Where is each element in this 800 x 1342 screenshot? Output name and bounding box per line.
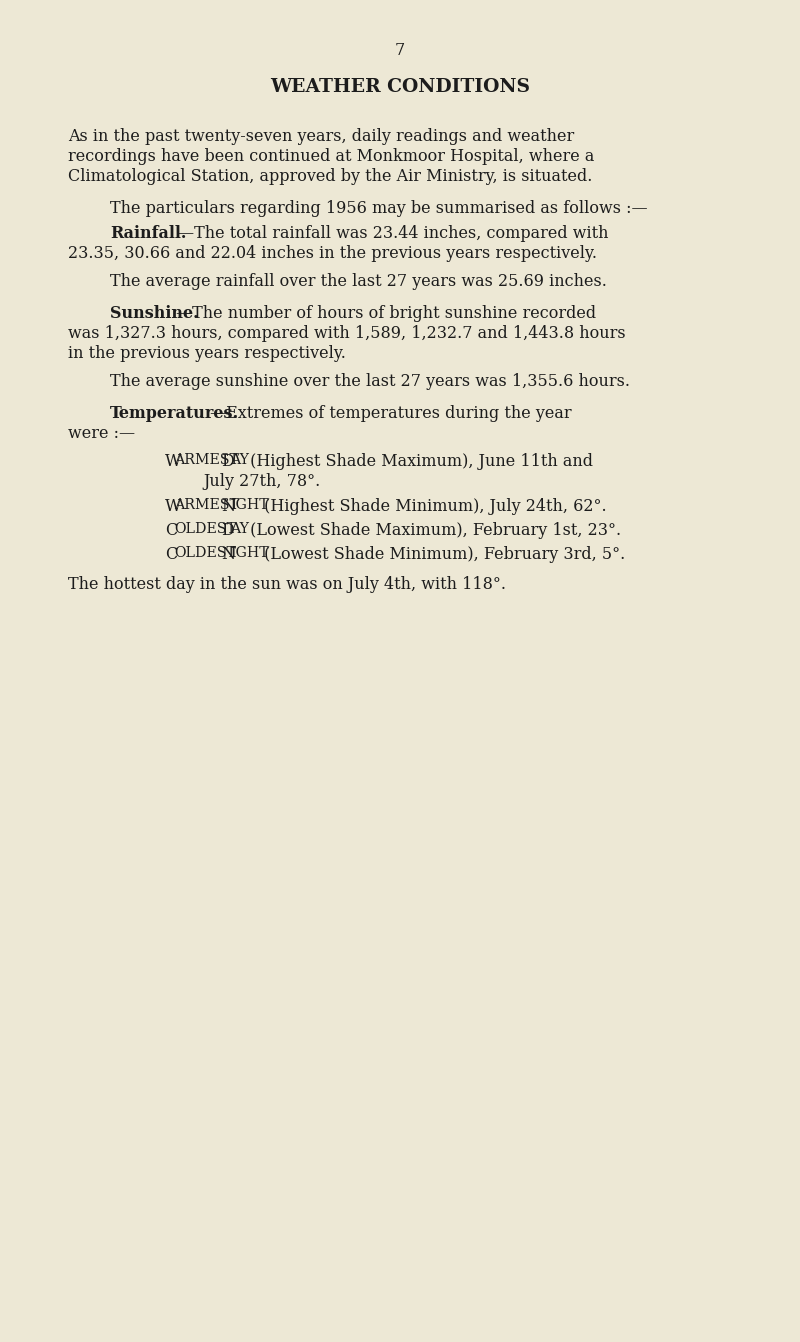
- Text: D: D: [221, 522, 234, 539]
- Text: D: D: [221, 454, 234, 470]
- Text: ARMEST: ARMEST: [174, 454, 239, 467]
- Text: Sunshine.: Sunshine.: [110, 305, 198, 322]
- Text: (Highest Shade Maximum), June 11th and: (Highest Shade Maximum), June 11th and: [245, 454, 593, 470]
- Text: The hottest day in the sun was on July 4th, with 118°.: The hottest day in the sun was on July 4…: [68, 576, 506, 593]
- Text: 7: 7: [395, 42, 405, 59]
- Text: The particulars regarding 1956 may be summarised as follows :—: The particulars regarding 1956 may be su…: [110, 200, 648, 217]
- Text: N: N: [221, 546, 235, 564]
- Text: C: C: [165, 522, 178, 539]
- Text: IGHT: IGHT: [230, 546, 269, 560]
- Text: 23.35, 30.66 and 22.04 inches in the previous years respectively.: 23.35, 30.66 and 22.04 inches in the pre…: [68, 246, 597, 262]
- Text: ARMEST: ARMEST: [174, 498, 239, 513]
- Text: (Lowest Shade Minimum), February 3rd, 5°.: (Lowest Shade Minimum), February 3rd, 5°…: [259, 546, 626, 564]
- Text: (Lowest Shade Maximum), February 1st, 23°.: (Lowest Shade Maximum), February 1st, 23…: [245, 522, 621, 539]
- Text: WEATHER CONDITIONS: WEATHER CONDITIONS: [270, 78, 530, 97]
- Text: recordings have been continued at Monkmoor Hospital, where a: recordings have been continued at Monkmo…: [68, 148, 594, 165]
- Text: N: N: [221, 498, 235, 515]
- Text: The average sunshine over the last 27 years was 1,355.6 hours.: The average sunshine over the last 27 ye…: [110, 373, 630, 391]
- Text: Climatological Station, approved by the Air Ministry, is situated.: Climatological Station, approved by the …: [68, 168, 592, 185]
- Text: The average rainfall over the last 27 years was 25.69 inches.: The average rainfall over the last 27 ye…: [110, 272, 607, 290]
- Text: —The number of hours of bright sunshine recorded: —The number of hours of bright sunshine …: [176, 305, 596, 322]
- Text: IGHT: IGHT: [230, 498, 269, 513]
- Text: —Extremes of temperatures during the year: —Extremes of temperatures during the yea…: [210, 405, 572, 421]
- Text: —The total rainfall was 23.44 inches, compared with: —The total rainfall was 23.44 inches, co…: [178, 225, 609, 242]
- Text: As in the past twenty-seven years, daily readings and weather: As in the past twenty-seven years, daily…: [68, 127, 574, 145]
- Text: (Highest Shade Minimum), July 24th, 62°.: (Highest Shade Minimum), July 24th, 62°.: [259, 498, 606, 515]
- Text: AY: AY: [230, 454, 250, 467]
- Text: OLDEST: OLDEST: [174, 522, 236, 535]
- Text: AY: AY: [230, 522, 250, 535]
- Text: in the previous years respectively.: in the previous years respectively.: [68, 345, 346, 362]
- Text: W: W: [165, 498, 182, 515]
- Text: OLDEST: OLDEST: [174, 546, 236, 560]
- Text: Rainfall.: Rainfall.: [110, 225, 186, 242]
- Text: C: C: [165, 546, 178, 564]
- Text: were :—: were :—: [68, 425, 135, 442]
- Text: Temperatures.: Temperatures.: [110, 405, 239, 421]
- Text: was 1,327.3 hours, compared with 1,589, 1,232.7 and 1,443.8 hours: was 1,327.3 hours, compared with 1,589, …: [68, 325, 626, 342]
- Text: W: W: [165, 454, 182, 470]
- Text: July 27th, 78°.: July 27th, 78°.: [203, 472, 320, 490]
